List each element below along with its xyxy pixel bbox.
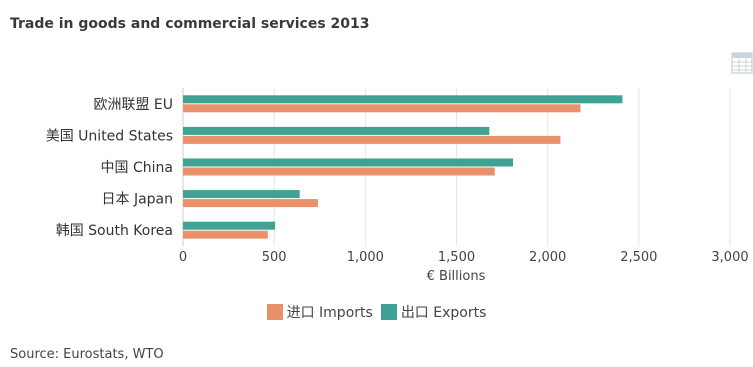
x-tick-label: 500 bbox=[262, 250, 287, 265]
chart-title: Trade in goods and commercial services 2… bbox=[10, 16, 370, 32]
bar-chart: 0 500 1,000 1,500 2,000 2,500 3,000 € Billions 欧… bbox=[46, 88, 749, 284]
x-tick-label: 2,000 bbox=[529, 250, 566, 265]
x-tick-label: 0 bbox=[179, 250, 187, 265]
y-category-label: 欧洲联盟 EU bbox=[93, 97, 173, 113]
x-tick-label: 3,000 bbox=[711, 250, 748, 265]
bar-exports bbox=[183, 190, 300, 199]
bar-exports bbox=[183, 95, 623, 104]
legend-label-imports: 进口 Imports bbox=[286, 305, 373, 321]
legend-swatch-imports bbox=[266, 304, 283, 320]
source-note: Source: Eurostats, WTO bbox=[10, 347, 164, 362]
bar-imports bbox=[183, 199, 318, 208]
legend-label-exports: 出口 Exports bbox=[400, 305, 487, 321]
x-tick-label: 1,500 bbox=[438, 250, 475, 265]
bar-exports bbox=[183, 158, 514, 167]
y-category-label: 中国 China bbox=[101, 160, 173, 176]
y-category-label: 美国 United States bbox=[46, 128, 173, 144]
bar-exports bbox=[183, 126, 490, 135]
x-tick-label: 2,500 bbox=[620, 250, 657, 265]
y-category-label: 韩国 South Korea bbox=[56, 223, 173, 239]
legend-item-imports[interactable]: 进口 Imports bbox=[266, 302, 373, 322]
x-axis-title: € Billions bbox=[427, 269, 486, 284]
table-icon[interactable] bbox=[731, 52, 753, 74]
bar-imports bbox=[183, 104, 581, 113]
legend-swatch-exports bbox=[380, 304, 397, 320]
bar-imports bbox=[183, 230, 268, 239]
x-tick-label: 1,000 bbox=[347, 250, 384, 265]
bar-exports bbox=[183, 221, 276, 230]
chart-legend: 进口 Imports 出口 Exports bbox=[0, 302, 753, 322]
bar-imports bbox=[183, 135, 561, 144]
y-category-label: 日本 Japan bbox=[102, 192, 174, 208]
legend-item-exports[interactable]: 出口 Exports bbox=[380, 302, 487, 322]
bar-imports bbox=[183, 167, 495, 176]
